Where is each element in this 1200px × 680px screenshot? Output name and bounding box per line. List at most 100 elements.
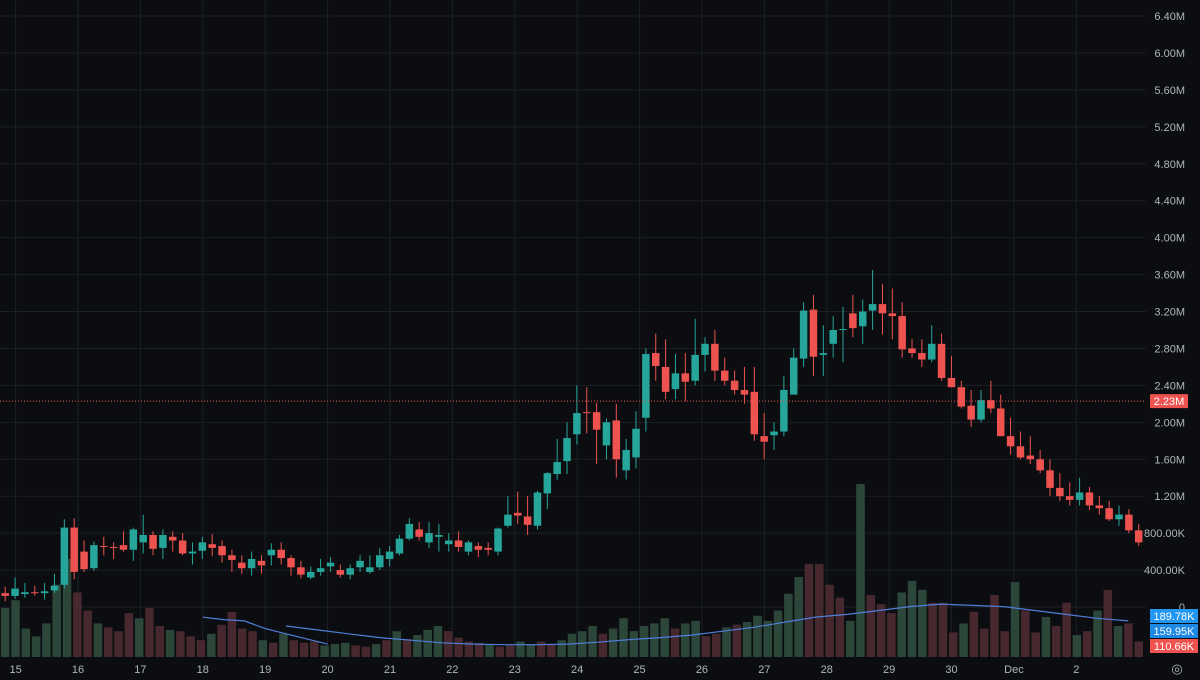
candle-body <box>651 353 660 366</box>
volume-bar <box>959 623 968 657</box>
price-tick-label: 400.00K <box>1144 565 1186 577</box>
volume-bar <box>382 640 391 657</box>
candle-body <box>60 527 69 585</box>
candle-body <box>504 514 512 526</box>
candle-body <box>1056 487 1064 497</box>
volume-bar <box>196 640 206 657</box>
volume-bar <box>1041 616 1051 657</box>
candle-body <box>1105 508 1113 520</box>
price-tick-label: 4.80M <box>1154 159 1185 171</box>
volume-bar <box>722 627 731 657</box>
volume-bar <box>237 628 247 657</box>
volume-bar <box>887 613 896 657</box>
time-tick-label: 18 <box>197 664 209 676</box>
candle-body <box>740 389 749 395</box>
volume-bar <box>114 631 123 657</box>
current-price-badge <box>1150 394 1188 409</box>
volume-badge <box>1150 639 1198 653</box>
volume-bar <box>608 628 618 657</box>
volume-bar <box>1072 635 1082 657</box>
price-tick-label: 1.20M <box>1154 491 1185 503</box>
price-tick-label: 6.40M <box>1154 11 1185 23</box>
time-tick-label: 16 <box>72 664 84 676</box>
candle-body <box>514 512 522 516</box>
volume-bar <box>681 623 690 657</box>
volume-badge <box>1150 609 1198 623</box>
candle-body <box>267 549 276 556</box>
candle-body <box>730 380 739 390</box>
volume-bar <box>52 584 61 657</box>
candle-body <box>40 591 49 594</box>
volume-bar <box>1113 626 1123 657</box>
volume-bar <box>567 633 577 657</box>
volume-bar <box>691 620 700 657</box>
candle-body <box>474 546 483 550</box>
candle-body <box>218 546 226 556</box>
candle-body <box>70 527 78 572</box>
volume-bar <box>928 602 937 657</box>
candle-body <box>720 370 729 381</box>
candle-body <box>1016 446 1025 458</box>
volume-bar <box>732 624 742 657</box>
volume-bar <box>598 633 608 657</box>
volume-bar <box>371 644 381 657</box>
price-tick-label: 6.00M <box>1154 48 1185 60</box>
volume-bar <box>1000 631 1010 657</box>
volume-bar <box>351 645 360 657</box>
candle-body <box>888 313 897 317</box>
candle-body <box>445 540 453 545</box>
volume-bar <box>876 604 886 657</box>
volume-badge-label: 110.66K <box>1154 641 1195 653</box>
candle-body <box>563 438 571 462</box>
candle-body <box>819 353 828 355</box>
volume-bar <box>670 628 680 657</box>
candle-body <box>681 373 690 382</box>
candle-body <box>898 316 906 350</box>
volume-bar <box>227 611 237 657</box>
volume-bar <box>340 642 350 657</box>
candle-body <box>829 329 837 344</box>
time-tick-label: 22 <box>446 664 458 676</box>
volume-bar <box>207 633 216 657</box>
candle-body <box>50 585 59 591</box>
candle-body <box>858 311 867 327</box>
candle-body <box>592 412 601 430</box>
volume-bar <box>310 641 319 657</box>
volume-bar <box>650 623 659 657</box>
volume-bar <box>289 640 298 657</box>
time-tick-label: Dec <box>1004 664 1024 676</box>
volume-bar <box>526 644 536 657</box>
volume-bar <box>42 623 51 657</box>
candle-body <box>1115 514 1123 520</box>
volume-badge <box>1150 624 1198 638</box>
candle-body <box>701 343 709 355</box>
candle-body <box>671 373 680 390</box>
candle-body <box>316 568 325 572</box>
volume-bar <box>485 644 494 657</box>
candle-body <box>277 549 285 559</box>
candle-body <box>1065 496 1074 500</box>
time-tick-label: 2 <box>1073 664 1079 676</box>
volume-bar <box>361 646 371 657</box>
candle-body <box>454 540 463 547</box>
volume-badge-label: 189.78K <box>1154 611 1196 623</box>
price-tick-label: 3.20M <box>1154 307 1185 319</box>
volume-bar <box>1031 632 1040 657</box>
settings-icon[interactable]: ◎ <box>1171 661 1183 676</box>
candle-body <box>799 310 808 359</box>
volume-bar <box>11 600 20 657</box>
volume-bar <box>155 626 165 657</box>
candle-body <box>139 534 147 543</box>
candle-body <box>326 562 335 567</box>
volume-bar <box>588 626 597 657</box>
candle-body <box>1006 436 1015 447</box>
time-tick-label: 17 <box>134 664 146 676</box>
candle-body <box>612 420 621 460</box>
volume-bar <box>454 637 463 657</box>
candle-body <box>169 536 177 541</box>
candle-body <box>622 450 630 471</box>
price-tick-label: 3.60M <box>1154 270 1185 282</box>
